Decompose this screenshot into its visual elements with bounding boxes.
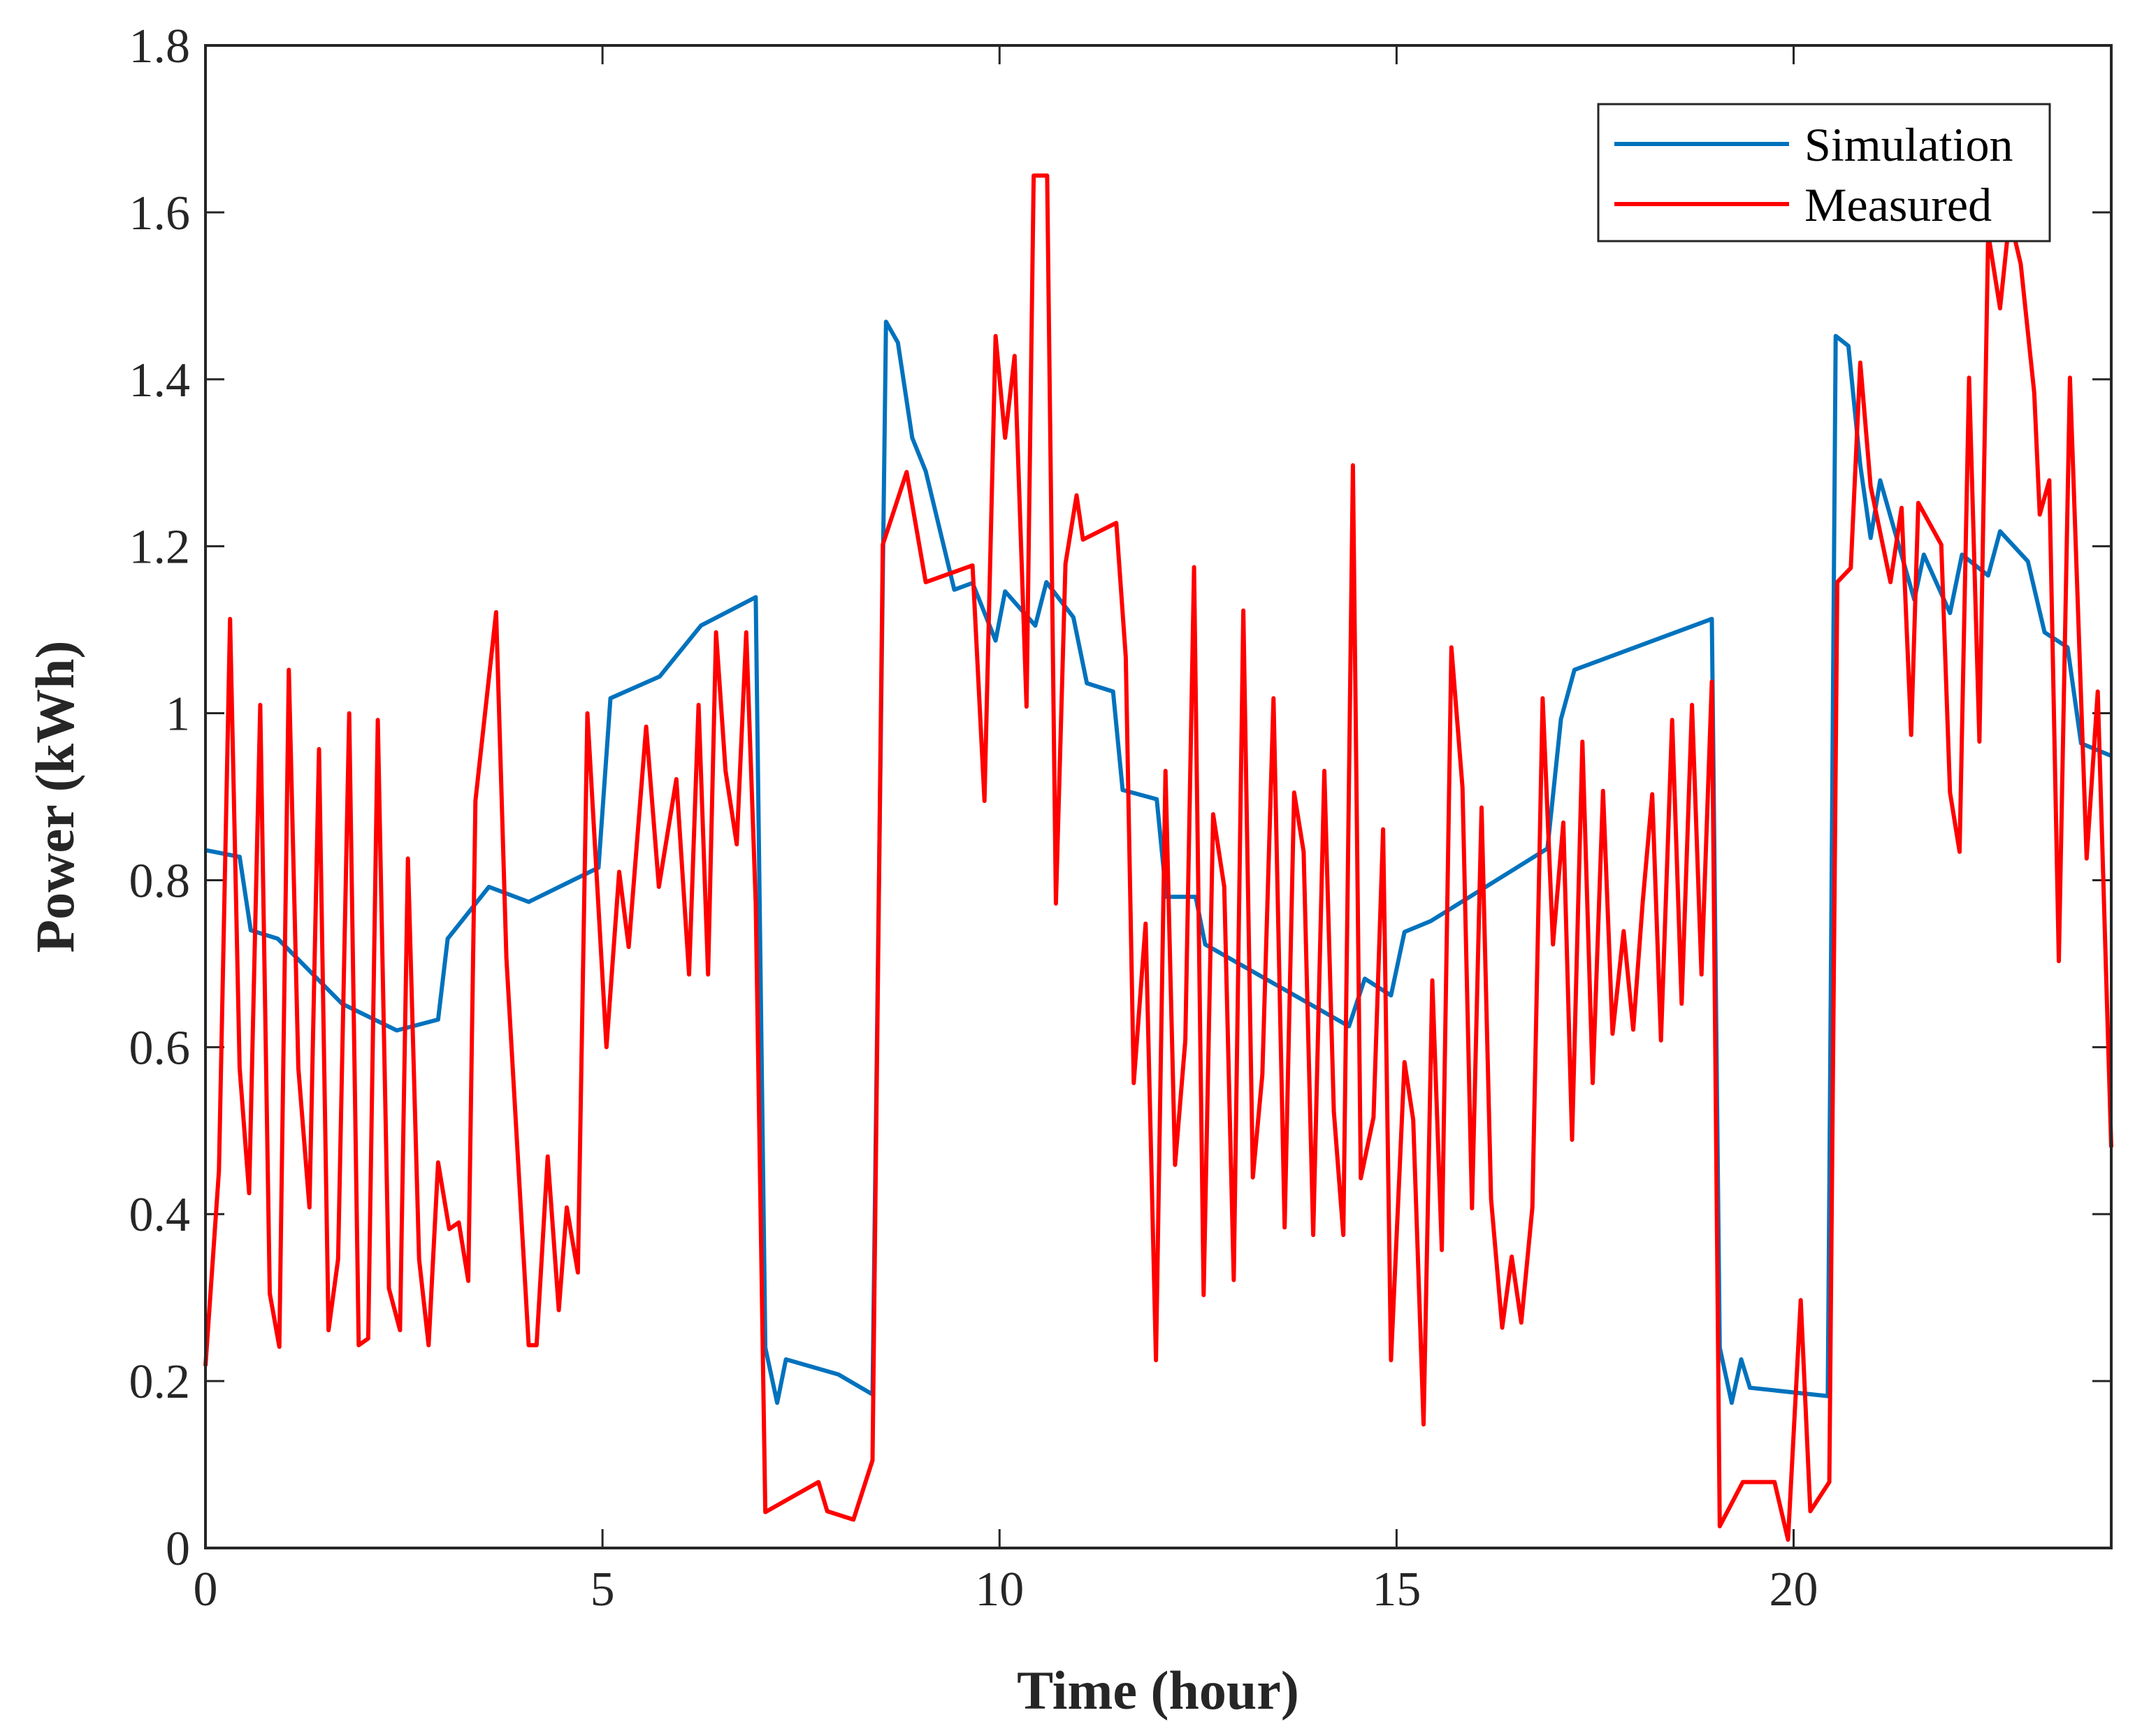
x-tick-label: 5 <box>591 1563 615 1616</box>
y-tick-label: 1 <box>166 688 190 742</box>
y-tick-label: 0.4 <box>129 1188 191 1242</box>
x-axis-label: Time (hour) <box>1017 1660 1299 1721</box>
legend-box <box>1597 103 2051 243</box>
x-tick-label: 10 <box>975 1563 1024 1616</box>
y-tick-label: 0.6 <box>129 1021 191 1075</box>
x-tick-label: 15 <box>1372 1563 1421 1616</box>
legend-label-simulation: Simulation <box>1804 118 2013 171</box>
series-line-measured <box>203 173 2113 1542</box>
y-tick-label: 0.8 <box>129 854 191 908</box>
y-tick-label: 1.6 <box>129 187 191 240</box>
y-axis-label: Power (kWh) <box>24 640 85 953</box>
legend: Simulation Measured <box>1597 103 2051 243</box>
series-line-simulation <box>205 319 2113 1405</box>
x-tick-label: 0 <box>194 1563 218 1616</box>
y-tick-label: 0 <box>166 1522 190 1576</box>
y-tick-label: 1.4 <box>129 354 191 407</box>
y-tick-label: 1.8 <box>129 20 191 73</box>
legend-label-measured: Measured <box>1804 178 1992 231</box>
y-tick-label: 0.2 <box>129 1355 191 1409</box>
plot-frame <box>204 44 2113 1549</box>
x-tick-label: 20 <box>1769 1563 1818 1616</box>
y-tick-label: 1.2 <box>129 521 191 574</box>
